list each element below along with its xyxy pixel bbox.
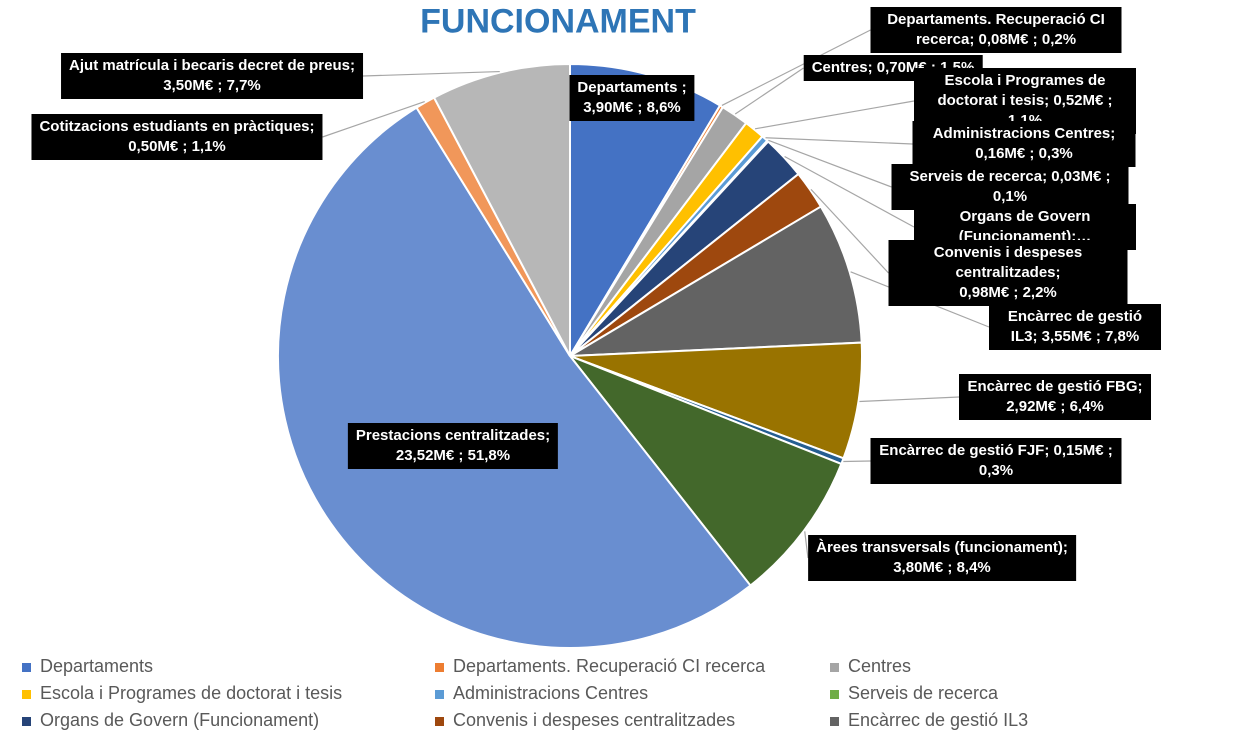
leader-line — [804, 531, 809, 559]
leader-line — [859, 396, 960, 403]
data-label: Convenis i despeses centralitzades; 0,98… — [888, 240, 1128, 306]
chart-title: FUNCIONAMENT — [420, 2, 696, 41]
leader-line — [734, 67, 804, 115]
leader-line — [810, 188, 889, 274]
legend-label: Serveis de recerca — [848, 683, 999, 703]
leader-line — [843, 460, 871, 463]
data-label: Cotitzacions estudiants en pràctiques; 0… — [31, 114, 323, 160]
leader-line — [721, 29, 871, 107]
leader-line — [322, 100, 425, 138]
leader-line — [768, 139, 892, 188]
data-label: Departaments. Recuperació CI recerca; 0,… — [870, 7, 1122, 53]
pie-slice — [566, 353, 843, 587]
data-label: Àrees transversals (funcionament); 3,80M… — [808, 535, 1076, 581]
pie-slice — [569, 341, 863, 460]
legend-marker — [830, 717, 839, 726]
legend-marker — [830, 690, 839, 699]
data-label: Serveis de recerca; 0,03M€ ; 0,1% — [891, 164, 1129, 210]
legend-marker — [22, 717, 31, 726]
data-label: Encàrrec de gestió FBG; 2,92M€ ; 6,4% — [959, 374, 1151, 420]
data-label: Departaments ; 3,90M€ ; 8,6% — [569, 75, 695, 121]
legend-label: Encàrrec de gestió IL3 — [848, 710, 1029, 730]
pie-slice — [432, 62, 571, 357]
data-label: Encàrrec de gestió IL3; 3,55M€ ; 7,8% — [989, 304, 1161, 350]
legend-label: Escola i Programes de doctorat i tesis — [40, 683, 343, 703]
legend-marker — [435, 690, 444, 699]
legend-label: Convenis i despeses centralitzades — [453, 710, 736, 730]
legend-label: Centres — [848, 656, 912, 676]
leader-line — [765, 137, 913, 145]
data-label: Administracions Centres; 0,16M€ ; 0,3% — [912, 121, 1136, 167]
legend-marker — [830, 663, 839, 672]
pie-slice — [277, 106, 752, 649]
legend-marker — [22, 690, 31, 699]
leader-line — [754, 100, 915, 130]
leader-line — [362, 70, 500, 77]
data-label: Prestacions centralitzades; 23,52M€ ; 51… — [347, 423, 559, 469]
leader-line — [784, 155, 915, 228]
pie-slice — [569, 62, 722, 360]
legend-marker — [22, 663, 31, 672]
legend-label: Departaments. Recuperació CI recerca — [453, 656, 766, 676]
legend-marker — [435, 717, 444, 726]
pie-slice — [569, 205, 863, 357]
legend-marker — [435, 663, 444, 672]
legend-label: Departaments — [40, 656, 154, 676]
legend-label: Organs de Govern (Funcionament) — [40, 710, 320, 730]
data-label: Encàrrec de gestió FJF; 0,15M€ ; 0,3% — [870, 438, 1122, 484]
data-label: Ajut matrícula i becaris decret de preus… — [61, 53, 363, 99]
legend-label: Administracions Centres — [453, 683, 649, 703]
